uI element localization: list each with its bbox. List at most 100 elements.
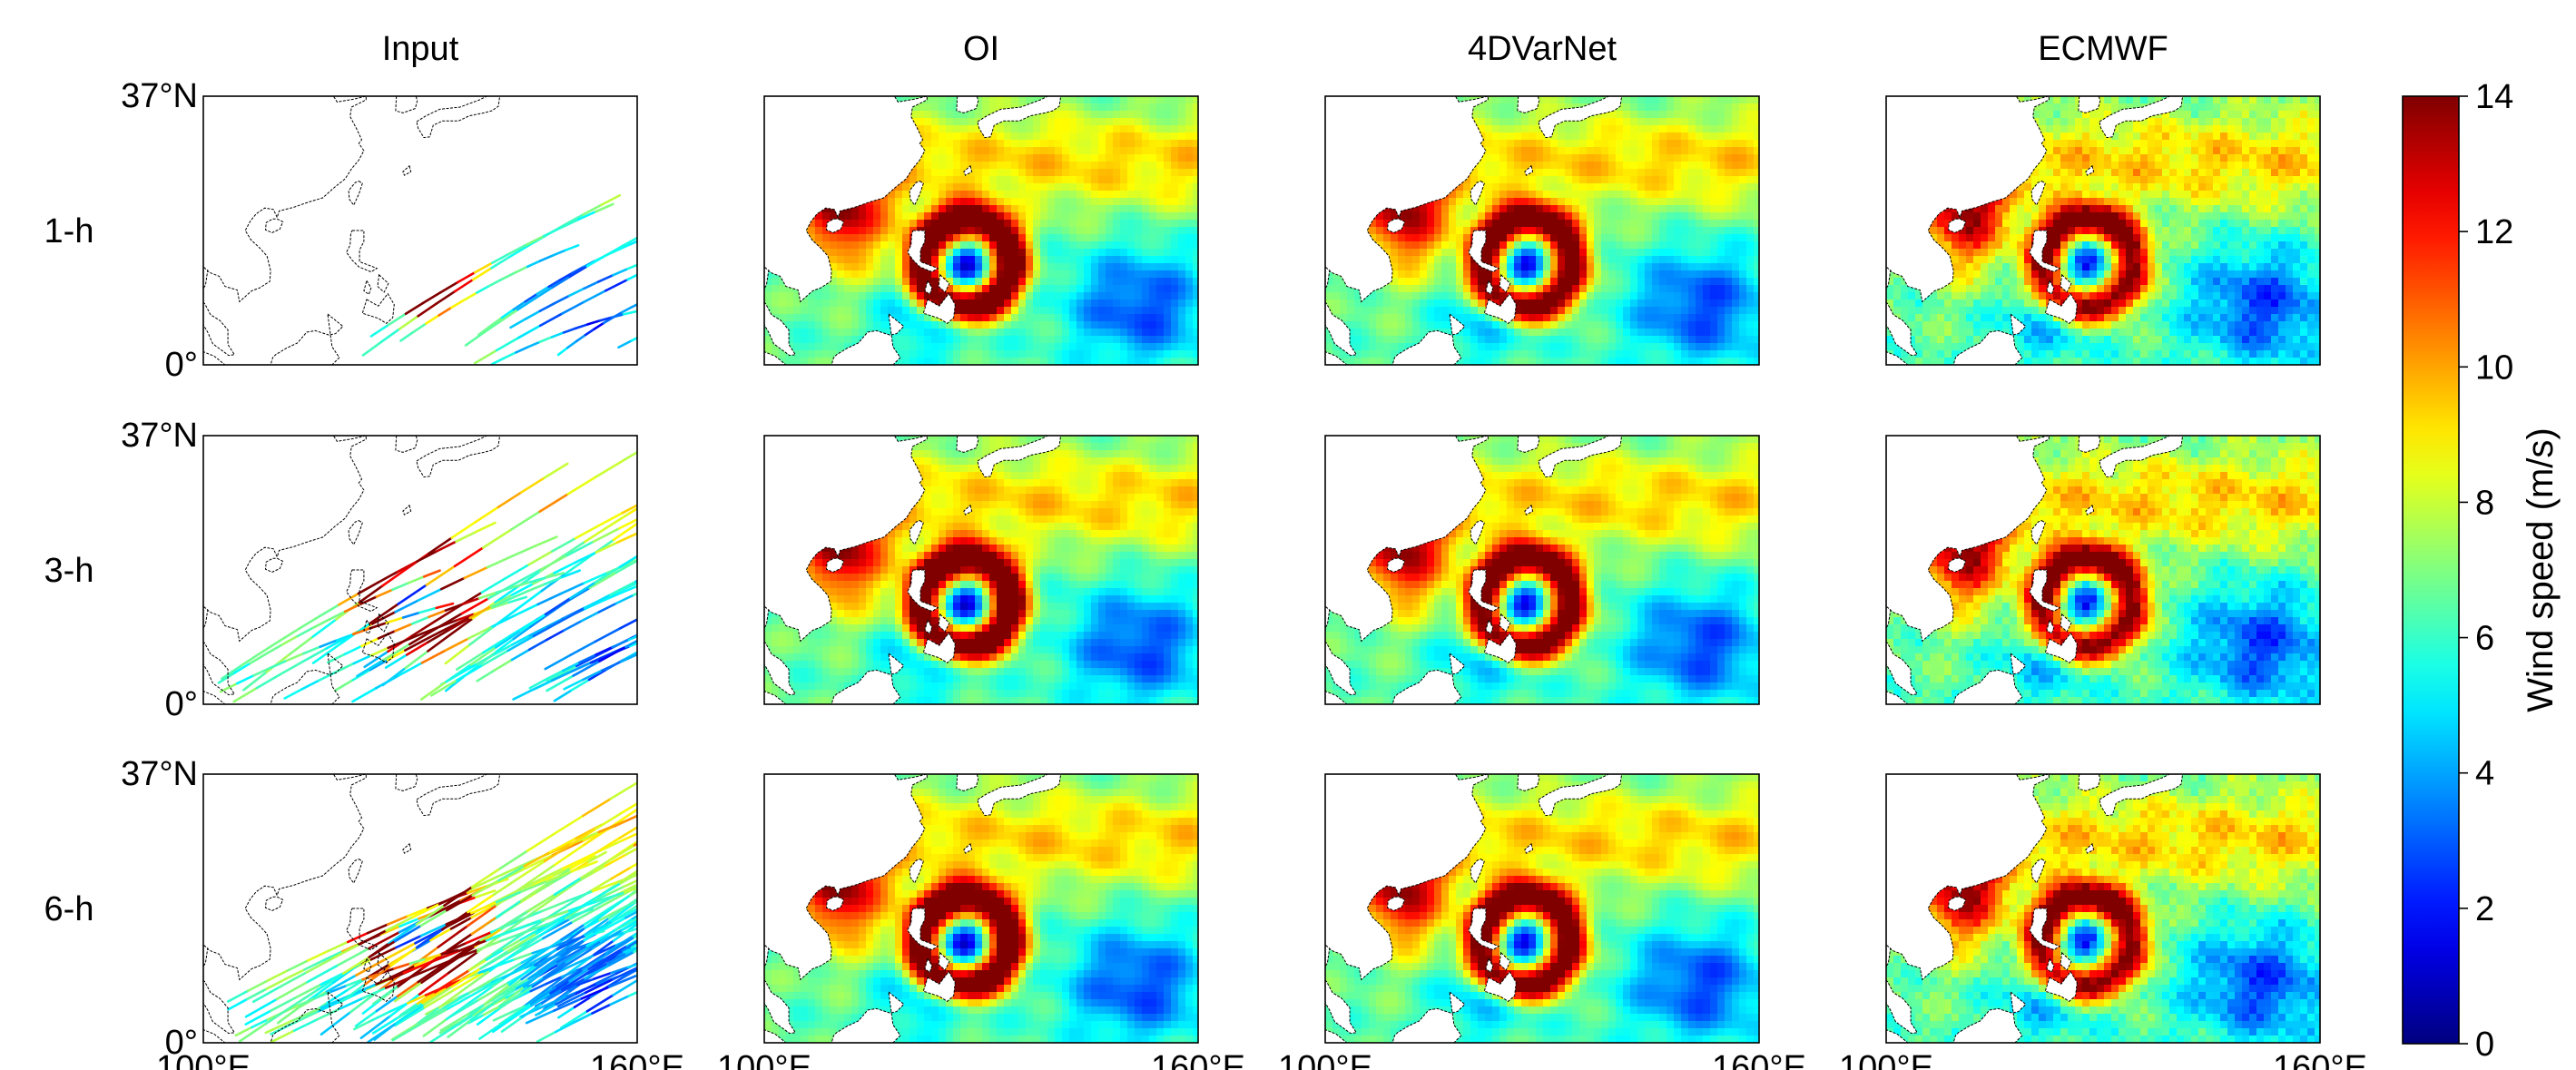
field-cell xyxy=(2286,118,2294,126)
field-cell xyxy=(1332,321,1341,329)
field-cell xyxy=(1098,329,1106,337)
field-cell xyxy=(1077,220,1085,228)
field-cell xyxy=(2249,118,2257,126)
field-cell xyxy=(779,169,787,177)
field-cell xyxy=(837,270,845,279)
field-cell xyxy=(1696,140,1704,148)
field-cell xyxy=(1652,96,1660,104)
field-cell xyxy=(779,191,787,199)
field-cell xyxy=(1354,220,1362,228)
field-cell xyxy=(808,299,816,308)
field-cell xyxy=(1915,118,1923,126)
field-cell xyxy=(1463,176,1471,184)
field-cell xyxy=(1449,234,1457,242)
field-cell xyxy=(1018,307,1027,315)
field-cell xyxy=(1645,278,1653,286)
field-cell xyxy=(1681,350,1689,358)
field-cell xyxy=(1055,118,1063,126)
field-cell xyxy=(1456,227,1464,235)
field-cell xyxy=(779,183,787,191)
field-cell xyxy=(2213,96,2221,104)
field-cell xyxy=(946,358,954,365)
field-cell xyxy=(1725,336,1733,344)
field-cell xyxy=(997,234,1005,242)
field-cell xyxy=(1420,205,1428,213)
field-cell xyxy=(1164,256,1172,264)
field-cell xyxy=(801,103,809,112)
field-cell xyxy=(1579,183,1588,191)
field-cell xyxy=(1018,336,1027,344)
field-cell xyxy=(822,147,831,155)
field-cell xyxy=(1746,212,1755,221)
swath-segment xyxy=(473,261,494,274)
field-cell xyxy=(909,140,918,148)
field-cell xyxy=(1354,176,1362,184)
swath-segment xyxy=(626,273,637,281)
field-cell xyxy=(822,118,831,126)
field-cell xyxy=(1047,278,1056,286)
field-cell xyxy=(1347,118,1355,126)
field-cell xyxy=(779,329,787,337)
field-cell xyxy=(2068,140,2076,148)
field-cell xyxy=(1106,249,1114,257)
field-cell xyxy=(1470,263,1479,271)
field-cell xyxy=(1944,147,1952,155)
field-cell xyxy=(1499,256,1508,264)
field-cell xyxy=(830,176,838,184)
field-cell xyxy=(1886,125,1894,133)
field-cell xyxy=(793,343,801,351)
field-cell xyxy=(793,350,801,358)
field-cell xyxy=(1434,234,1442,242)
field-cell xyxy=(1688,147,1696,155)
field-cell xyxy=(1754,285,1759,293)
field-cell xyxy=(2053,118,2061,126)
field-cell xyxy=(1587,220,1595,228)
field-cell xyxy=(917,103,925,112)
field-cell xyxy=(851,205,860,213)
field-cell xyxy=(1922,147,1931,155)
field-cell xyxy=(772,103,780,112)
field-cell xyxy=(1113,111,1121,119)
field-cell xyxy=(1098,220,1106,228)
field-cell xyxy=(1354,256,1362,264)
field-cell xyxy=(1142,285,1150,293)
field-cell xyxy=(1565,270,1573,279)
field-cell xyxy=(1587,249,1595,257)
field-cell xyxy=(837,103,845,112)
field-cell xyxy=(1594,241,1602,250)
field-cell xyxy=(1004,299,1012,308)
field-cell xyxy=(822,183,831,191)
field-cell xyxy=(1543,96,1551,104)
field-cell xyxy=(1062,111,1070,119)
field-cell xyxy=(1405,103,1413,112)
field-cell xyxy=(989,227,998,235)
field-cell xyxy=(1492,278,1500,286)
field-cell xyxy=(1106,321,1114,329)
field-cell xyxy=(1637,307,1646,315)
field-cell xyxy=(1572,205,1580,213)
field-cell xyxy=(1507,256,1515,264)
field-cell xyxy=(859,227,867,235)
field-cell xyxy=(1645,285,1653,293)
field-cell xyxy=(1732,96,1740,104)
field-cell xyxy=(1478,111,1486,119)
field-cell xyxy=(1106,343,1114,351)
field-cell xyxy=(1047,118,1056,126)
field-cell xyxy=(1536,118,1544,126)
field-cell xyxy=(1893,111,1902,119)
field-cell xyxy=(2206,111,2214,119)
field-cell xyxy=(1499,321,1508,329)
field-cell xyxy=(822,314,831,322)
field-cell xyxy=(2169,140,2178,148)
field-cell xyxy=(1412,212,1421,221)
field-cell xyxy=(946,278,954,286)
field-cell xyxy=(779,220,787,228)
field-cell xyxy=(1185,249,1194,257)
field-cell xyxy=(1062,227,1070,235)
field-cell xyxy=(924,343,932,351)
field-cell xyxy=(1420,270,1428,279)
field-cell xyxy=(924,154,932,162)
field-cell xyxy=(1725,154,1733,162)
field-cell xyxy=(1594,140,1602,148)
field-cell xyxy=(1164,358,1172,365)
